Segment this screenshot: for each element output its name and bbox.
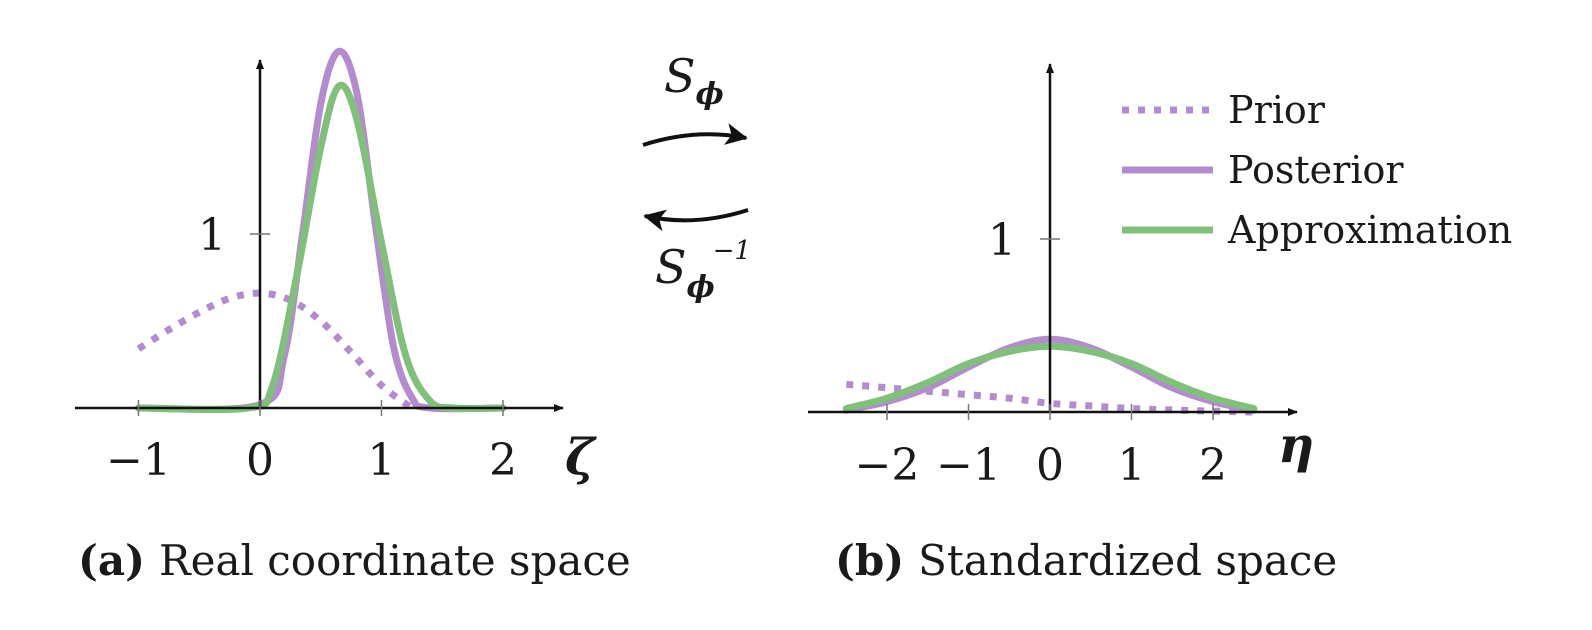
y-tick-label-a: 1 bbox=[198, 210, 226, 261]
forward-map-label: Sϕ bbox=[664, 49, 724, 112]
inverse-map-subscript: ϕ bbox=[687, 270, 715, 305]
axes-a: −1 0 1 2 1 ζ bbox=[75, 60, 597, 486]
legend-item-posterior: Posterior bbox=[1122, 148, 1404, 192]
x-tick-label-b: 0 bbox=[1036, 440, 1064, 491]
x-axis-label-b: η bbox=[1278, 415, 1314, 474]
legend-label-posterior: Posterior bbox=[1228, 148, 1404, 192]
panel-real-coordinate-space: −1 0 1 2 1 ζ bbox=[75, 51, 597, 486]
forward-map-arrow bbox=[643, 134, 746, 145]
caption-b: (b) Standardized space bbox=[835, 536, 1337, 585]
x-tick-label-a: 1 bbox=[368, 435, 396, 486]
legend-label-prior: Prior bbox=[1228, 88, 1326, 132]
forward-map-symbol: S bbox=[664, 49, 696, 103]
series-line-approximation-a bbox=[139, 85, 504, 409]
caption-b-text: Standardized space bbox=[918, 536, 1337, 585]
legend-label-approximation: Approximation bbox=[1227, 208, 1512, 252]
inverse-map-symbol: S bbox=[655, 240, 687, 294]
series-line-posterior-a bbox=[139, 51, 504, 409]
caption-a-tag: (a) bbox=[78, 536, 145, 585]
x-axis-label-a: ζ bbox=[565, 427, 597, 486]
caption-b-tag: (b) bbox=[835, 536, 904, 585]
mapping-arrows: Sϕ Sϕ −1 bbox=[643, 49, 751, 305]
caption-a-text: Real coordinate space bbox=[159, 536, 631, 585]
x-tick-label-b: 2 bbox=[1199, 440, 1227, 491]
caption-a: (a) Real coordinate space bbox=[78, 536, 631, 585]
forward-map-subscript: ϕ bbox=[696, 77, 724, 112]
inverse-map-superscript: −1 bbox=[713, 236, 751, 266]
series-layer-a bbox=[139, 51, 504, 409]
legend-item-prior: Prior bbox=[1122, 88, 1326, 132]
x-tick-label-a: 0 bbox=[246, 435, 274, 486]
legend: Prior Posterior Approximation bbox=[1122, 88, 1512, 252]
inverse-map-label: Sϕ −1 bbox=[655, 236, 751, 305]
x-tick-label-a: −1 bbox=[106, 435, 171, 486]
y-tick-label-b: 1 bbox=[988, 215, 1016, 266]
x-tick-label-b: 1 bbox=[1118, 440, 1146, 491]
x-tick-label-b: −2 bbox=[855, 440, 920, 491]
x-tick-label-b: −1 bbox=[936, 440, 1001, 491]
inverse-map-arrow bbox=[645, 210, 748, 220]
legend-item-approximation: Approximation bbox=[1122, 208, 1512, 252]
x-tick-label-a: 2 bbox=[489, 435, 517, 486]
